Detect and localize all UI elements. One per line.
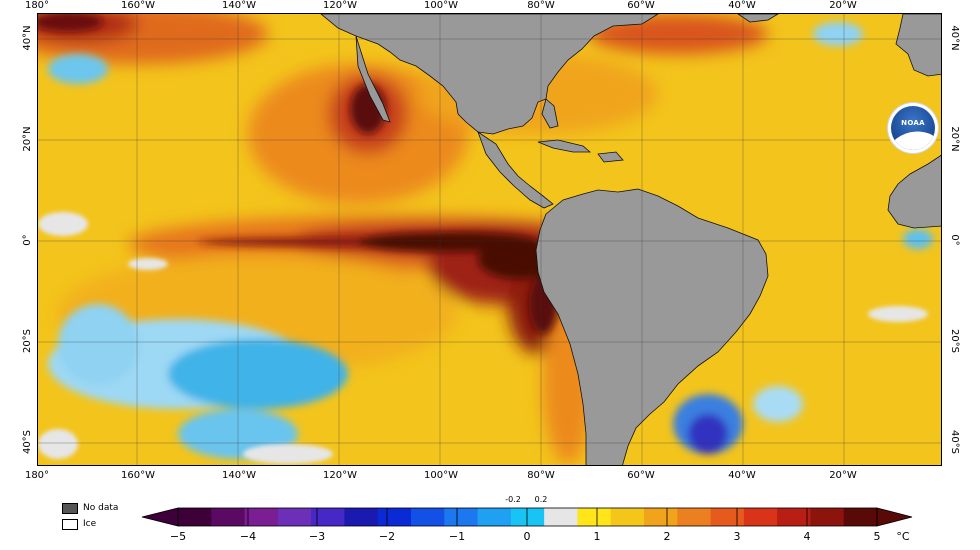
color-scale-tick-label: −5	[169, 530, 187, 543]
hispaniola	[597, 151, 624, 163]
longitude-label-top: 120°W	[323, 0, 357, 11]
color-scale-segment	[311, 508, 345, 526]
color-scale-segment	[544, 508, 578, 526]
longitude-label-bottom: 40°W	[728, 470, 756, 481]
latitude-label-right: 0°	[949, 234, 960, 246]
longitude-label-bottom: 120°W	[323, 470, 357, 481]
ice-swatch	[62, 519, 78, 530]
land-masses	[320, 14, 941, 465]
cool-anomaly-areas	[48, 22, 933, 459]
color-scale-label-minus-0-2: -0.2	[505, 495, 521, 504]
color-scale-segment	[843, 508, 878, 526]
color-scale-tick-label: 5	[873, 530, 881, 543]
color-scale-segment	[377, 508, 412, 526]
color-scale-segment	[477, 508, 512, 526]
color-scale-tick-label: 4	[803, 530, 811, 543]
south-america	[535, 188, 769, 465]
latitude-label-left: 20°S	[22, 328, 33, 354]
color-scale-segment	[211, 508, 246, 526]
longitude-label-bottom: 20°W	[829, 470, 857, 481]
map-canvas	[38, 14, 941, 465]
longitude-label-bottom: 60°W	[627, 470, 655, 481]
latitude-label-left: 40°N	[22, 25, 33, 51]
longitude-label-top: 80°W	[527, 0, 555, 11]
color-scale-unit: °C	[896, 530, 910, 543]
ice-label: Ice	[83, 519, 97, 529]
latitude-label-left: 20°N	[22, 126, 33, 152]
color-scale-arrow-left	[141, 507, 179, 527]
color-scale-segment	[777, 508, 811, 526]
color-scale-segment	[577, 508, 612, 526]
color-scale-tick-label: −3	[308, 530, 326, 543]
color-scale-segment	[710, 508, 745, 526]
longitude-label-top: 100°W	[424, 0, 458, 11]
africa	[887, 154, 941, 229]
noaa-logo-emblem: NOAA	[891, 106, 935, 150]
longitude-label-bottom: 80°W	[527, 470, 555, 481]
latitude-label-left: 0°	[22, 234, 33, 246]
color-scale-tick-label: −2	[378, 530, 396, 543]
latitude-label-left: 40°S	[22, 429, 33, 455]
iberia	[895, 14, 941, 77]
florida	[541, 98, 559, 129]
longitude-label-top: 140°W	[222, 0, 256, 11]
color-scale-segment	[344, 508, 379, 526]
color-scale-segment	[444, 508, 479, 526]
color-scale-segment	[277, 508, 312, 526]
longitude-label-top: 60°W	[627, 0, 655, 11]
color-scale-tick-label: 3	[733, 530, 741, 543]
color-scale-arrow-right	[876, 507, 913, 527]
no-data-swatch	[62, 503, 78, 514]
color-scale-label-plus-0-2: 0.2	[534, 495, 548, 504]
graticule	[38, 14, 941, 465]
longitude-label-bottom: 160°W	[121, 470, 155, 481]
color-scale-segment	[610, 508, 645, 526]
color-scale-segment	[244, 508, 279, 526]
color-scale-segment	[677, 508, 712, 526]
baja-california	[355, 35, 391, 123]
north-america	[320, 14, 659, 135]
greenland-tip	[737, 14, 779, 23]
longitude-label-bottom: 100°W	[424, 470, 458, 481]
color-scale-bar	[141, 507, 913, 527]
noaa-logo-wave	[891, 126, 935, 150]
longitude-label-top: 160°W	[121, 0, 155, 11]
longitude-label-top: 180°	[24, 0, 50, 11]
gray-neutral-patches	[38, 212, 928, 464]
longitude-label-bottom: 140°W	[222, 470, 256, 481]
noaa-logo: NOAA	[888, 103, 938, 153]
no-data-label: No data	[83, 503, 119, 513]
color-scale-tick-label: 2	[663, 530, 671, 543]
longitude-label-bottom: 180°	[24, 470, 50, 481]
latitude-label-right: 20°N	[949, 126, 960, 152]
longitude-label-top: 20°W	[829, 0, 857, 11]
color-scale-tick-label: −4	[239, 530, 257, 543]
color-scale-segment	[178, 508, 212, 526]
color-scale-segment	[810, 508, 845, 526]
color-scale-segment	[411, 508, 445, 526]
color-scale-segment	[644, 508, 678, 526]
longitude-label-top: 40°W	[728, 0, 756, 11]
sst-anomaly-map[interactable]	[37, 13, 942, 466]
color-scale-tick-label: −1	[448, 530, 466, 543]
color-scale-segment	[743, 508, 778, 526]
noaa-logo-text: NOAA	[901, 119, 925, 127]
latitude-label-right: 40°N	[949, 25, 960, 51]
central-america	[477, 130, 554, 209]
latitude-label-right: 20°S	[949, 328, 960, 354]
color-scale-segment	[510, 508, 545, 526]
color-scale-tick-label: 1	[593, 530, 601, 543]
color-scale-tick-label: 0	[523, 530, 531, 543]
latitude-label-right: 40°S	[949, 429, 960, 455]
